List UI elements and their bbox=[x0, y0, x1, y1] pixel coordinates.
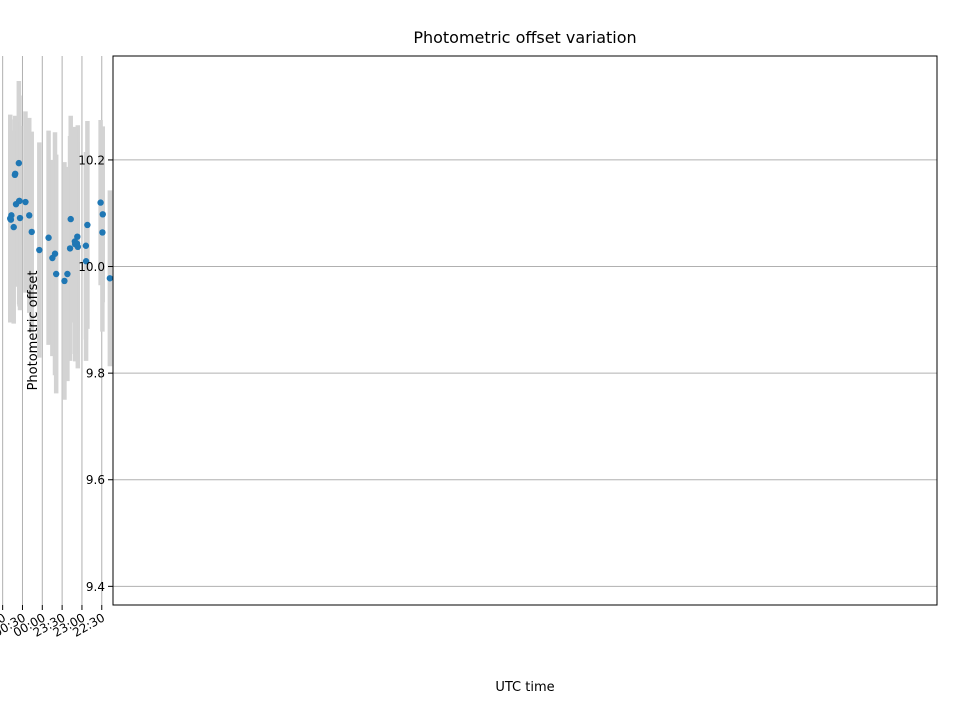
data-point bbox=[82, 258, 90, 265]
data-point bbox=[74, 233, 81, 240]
data-point bbox=[61, 277, 68, 285]
data-point bbox=[82, 242, 90, 249]
grid bbox=[2, 56, 937, 605]
data-point bbox=[49, 254, 56, 262]
data-point bbox=[97, 199, 104, 206]
data-point bbox=[22, 198, 29, 206]
x-axis-label: UTC time bbox=[495, 680, 554, 695]
data-point bbox=[71, 238, 79, 245]
data-point bbox=[7, 215, 14, 222]
y-tick-label: 9.8 bbox=[86, 367, 105, 381]
y-axis-label: Photometric offset bbox=[26, 271, 41, 391]
data-point bbox=[11, 171, 19, 179]
data-points bbox=[7, 159, 114, 285]
data-point bbox=[45, 234, 52, 241]
data-point bbox=[10, 223, 17, 231]
data-point bbox=[84, 221, 91, 229]
data-point bbox=[52, 270, 60, 278]
data-point bbox=[28, 228, 35, 236]
data-point bbox=[36, 246, 43, 254]
data-point bbox=[66, 245, 74, 252]
y-tick-label: 9.4 bbox=[86, 580, 105, 594]
data-point bbox=[26, 212, 33, 219]
data-point bbox=[67, 215, 74, 223]
data-point bbox=[16, 214, 24, 222]
y-axis-ticks: 9.4 9.6 9.8 10.0 10.2 bbox=[78, 153, 113, 594]
y-tick-label: 10.2 bbox=[78, 153, 105, 167]
chart-title: Photometric offset variation bbox=[413, 28, 636, 47]
data-point bbox=[106, 275, 114, 282]
data-point bbox=[12, 200, 20, 208]
plot-frame bbox=[112, 55, 938, 606]
data-point bbox=[64, 270, 71, 278]
data-point bbox=[99, 229, 106, 236]
y-tick-label: 10.0 bbox=[78, 260, 105, 274]
data-point bbox=[15, 159, 23, 167]
y-tick-label: 9.6 bbox=[86, 473, 105, 487]
data-point bbox=[99, 211, 106, 218]
